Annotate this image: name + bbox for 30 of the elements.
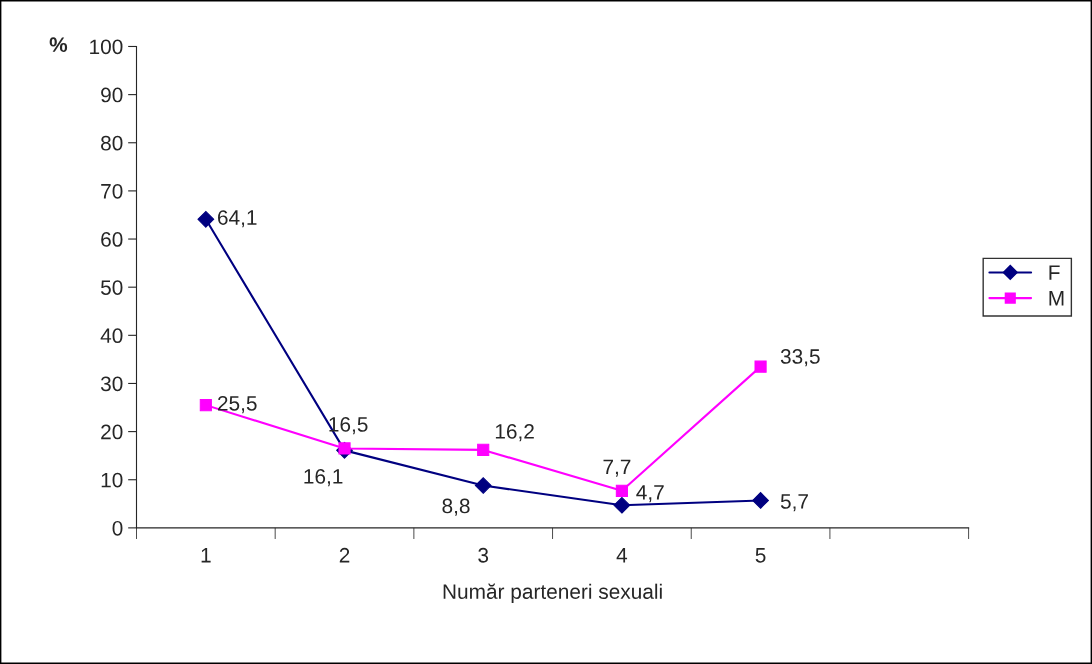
data-label: 16,1 <box>304 468 343 487</box>
data-label: 25,5 <box>218 395 257 414</box>
legend-label: M <box>1049 291 1064 306</box>
y-tick-label: 50 <box>100 280 123 295</box>
x-tick-label: 2 <box>339 547 350 563</box>
data-label: 16,5 <box>329 417 368 435</box>
data-label: 64,1 <box>218 210 257 228</box>
legend-label: F <box>1049 265 1060 280</box>
x-axis-title: Număr parteneri sexuali <box>443 583 662 604</box>
y-tick-label: 80 <box>101 135 123 151</box>
x-tick-label: 4 <box>616 548 628 563</box>
x-tick-label: 3 <box>478 547 489 563</box>
data-label: 7,7 <box>603 459 631 477</box>
y-tick-label: 10 <box>101 472 123 488</box>
x-tick-label: 5 <box>755 548 766 563</box>
y-axis-title: % <box>49 37 68 53</box>
y-tick-label: 40 <box>100 328 123 344</box>
y-tick-label: 0 <box>112 520 123 536</box>
y-tick-label: 60 <box>101 232 123 247</box>
y-tick-label: 100 <box>90 39 123 55</box>
y-tick-label: 70 <box>101 183 123 199</box>
y-tick-label: 90 <box>101 87 123 103</box>
y-tick-label: 30 <box>100 376 123 392</box>
data-label: 8,8 <box>442 498 470 516</box>
data-label: 16,2 <box>495 424 534 442</box>
x-tick-label: 1 <box>201 548 211 563</box>
y-tick-label: 20 <box>101 424 123 440</box>
data-label: 33,5 <box>780 349 820 367</box>
data-label: 4,7 <box>636 485 664 503</box>
data-label: 5,7 <box>780 494 808 512</box>
